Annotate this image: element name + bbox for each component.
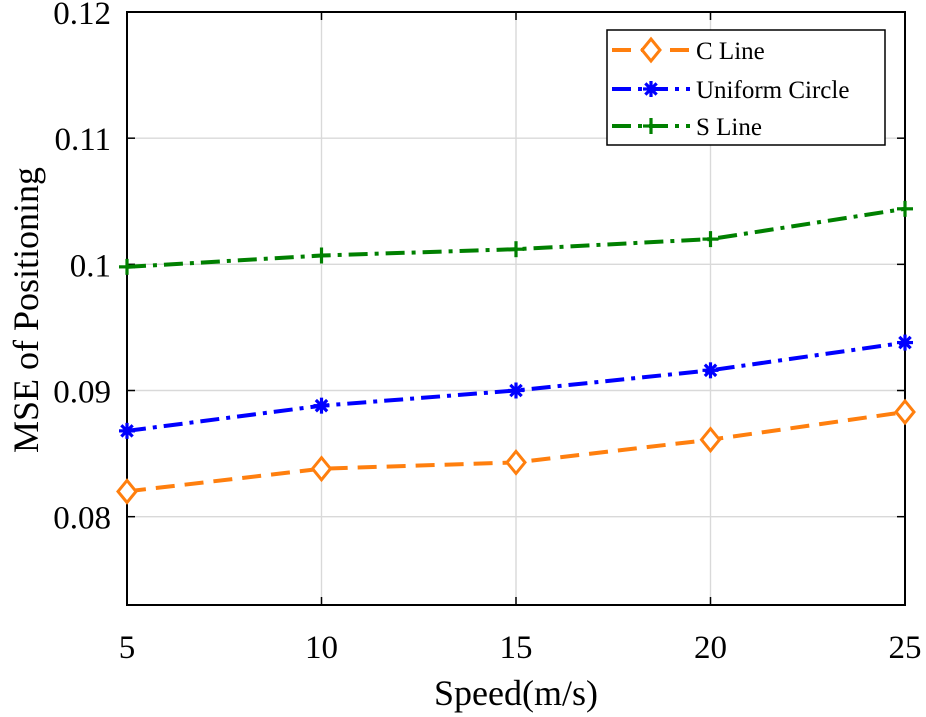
legend-label-s-line: S Line [696,114,762,141]
legend-marker-uniform-circle [643,81,659,97]
data-point-uniform-circle [313,397,330,414]
x-tick-label: 25 [889,630,922,666]
data-point-c-line [699,426,722,454]
y-tick-label: 0.08 [53,501,111,537]
data-point-s-line [313,247,330,264]
data-point-c-line [894,398,916,426]
x-tick-label: 20 [694,630,727,666]
legend: C Line Uniform Circle S Line [606,29,886,146]
legend-label-uniform-circle: Uniform Circle [696,77,849,104]
legend-marker-c-line [640,36,662,64]
series-line-s-line [126,206,906,269]
y-tick-label: 0.12 [53,0,111,32]
data-point-s-line [508,241,524,258]
y-axis-title: MSE of Positioning [6,167,46,453]
x-tick-label: 5 [119,630,136,666]
data-point-uniform-circle [897,334,913,351]
data-point-s-line [119,258,135,275]
x-tick-label: 10 [305,630,338,666]
y-tick-label: 0.11 [54,122,111,158]
legend-label-c-line: C Line [696,38,765,65]
legend-marker-s-line [643,118,659,134]
legend-entry-s-line: S Line [612,114,762,141]
axis-ticks: 5 10 15 20 25 0.08 0.09 0.1 0.11 0.12 [53,0,921,666]
data-point-uniform-circle [119,422,135,439]
data-point-s-line [897,200,913,217]
data-point-c-line [505,449,527,476]
data-point-uniform-circle [508,382,524,399]
legend-entry-uniform-circle: Uniform Circle [612,77,849,104]
data-point-s-line [702,231,719,248]
legend-entry-c-line: C Line [612,36,765,65]
data-point-uniform-circle [702,362,719,379]
data-point-c-line [310,455,333,483]
y-tick-label: 0.09 [53,375,111,411]
x-axis-title: Speed(m/s) [434,673,598,713]
data-point-c-line [116,478,138,505]
y-tick-label: 0.1 [70,248,111,284]
series-layer [116,200,916,505]
x-tick-label: 15 [500,630,533,666]
